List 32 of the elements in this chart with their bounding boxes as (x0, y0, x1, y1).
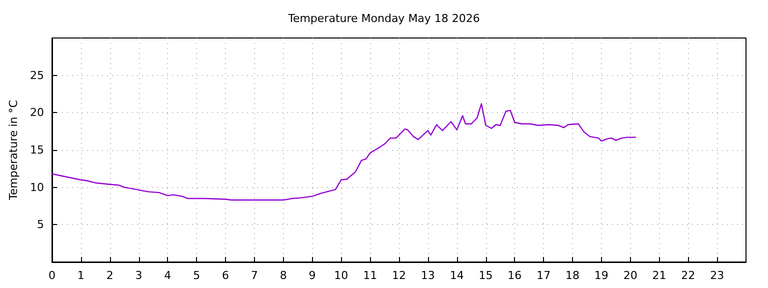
x-tick-label: 21 (652, 269, 666, 282)
x-tick-label: 12 (392, 269, 406, 282)
y-tick-label: 5 (37, 218, 44, 232)
x-tick-label: 7 (250, 269, 258, 282)
x-tick-label: 6 (222, 269, 229, 282)
y-axis-title: Temperature in °C (7, 100, 20, 201)
line-series (51, 103, 637, 201)
x-tick-label: 1 (77, 269, 84, 282)
x-tick-label: 3 (135, 269, 142, 282)
x-tick-label: 5 (193, 269, 200, 282)
x-tick-label: 13 (420, 269, 435, 282)
x-tick-label: 20 (623, 269, 638, 282)
x-tick-label: 10 (334, 269, 348, 282)
x-tick-label: 0 (48, 269, 56, 282)
y-tick-label: 15 (30, 144, 44, 156)
x-tick-label: 19 (594, 269, 608, 282)
x-tick-label: 2 (106, 269, 114, 282)
x-tick-label: 16 (508, 269, 522, 282)
x-tick-label: 18 (566, 269, 580, 282)
y-tick-label: 10 (30, 180, 44, 194)
x-tick-label: 11 (363, 269, 378, 282)
y-tick-label: 25 (30, 68, 44, 82)
x-tick-label: 22 (681, 269, 696, 282)
x-tick-label: 8 (280, 269, 287, 282)
x-tick-label: 15 (478, 269, 493, 282)
x-tick-label: 17 (536, 269, 551, 282)
chart-title: Temperature Monday May 18 2026 (287, 12, 480, 25)
y-tick-label: 20 (30, 106, 44, 120)
x-tick-label: 23 (710, 269, 724, 282)
x-tick-label: 9 (308, 269, 316, 282)
x-tick-label: 14 (450, 269, 464, 282)
x-tick-label: 4 (164, 269, 172, 282)
